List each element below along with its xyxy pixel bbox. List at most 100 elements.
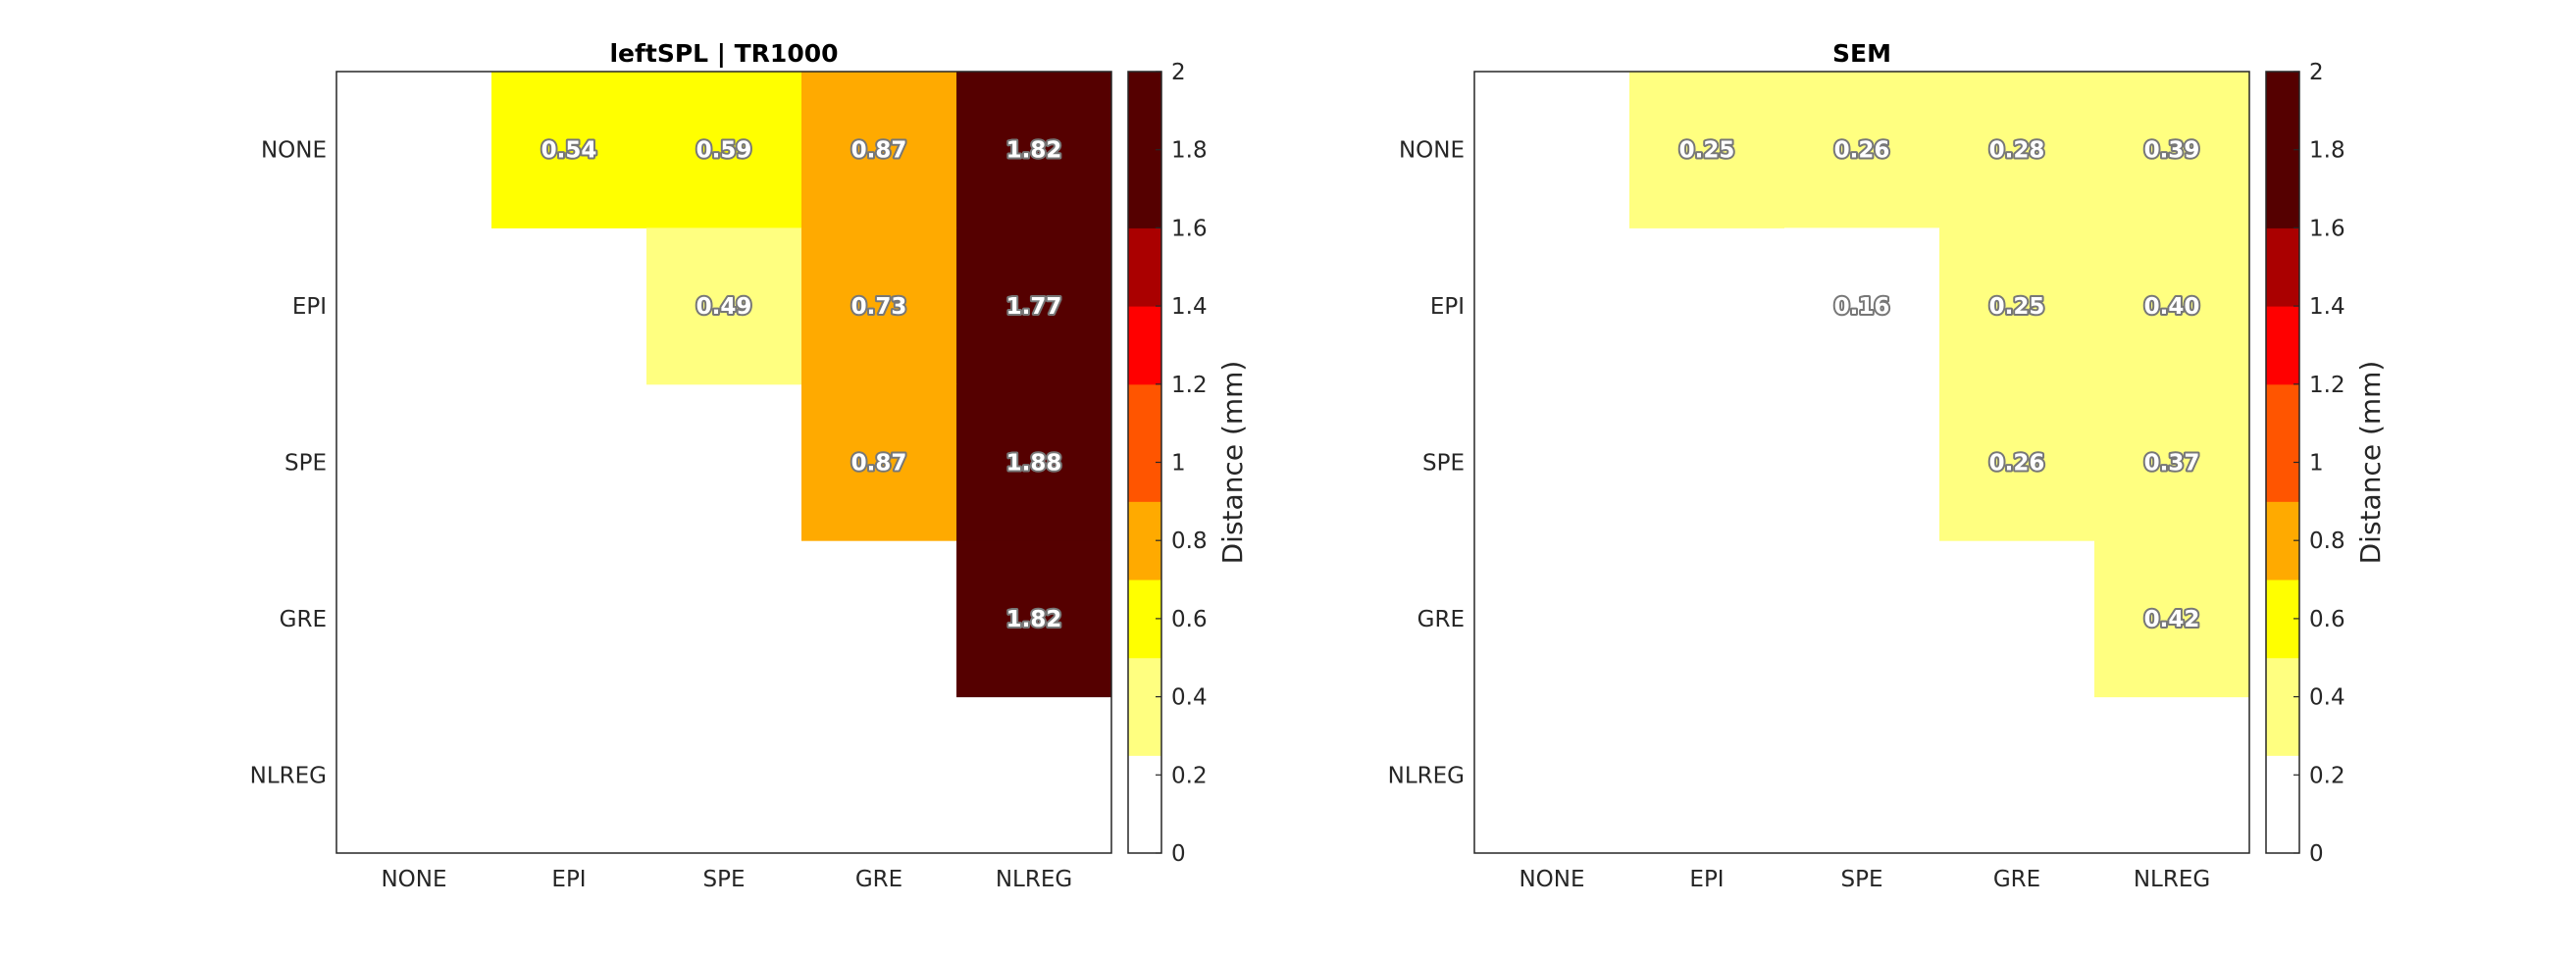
- colorbar-tick-label: 0.8: [1171, 529, 1208, 554]
- x-tick-label: EPI: [1689, 867, 1724, 892]
- y-tick-label: EPI: [1430, 294, 1465, 320]
- colorbar-tick-label: 0: [1171, 841, 1186, 867]
- y-tick-label: NLREG: [250, 763, 327, 788]
- cell-value-label: 0.25: [1679, 138, 1735, 164]
- colorbar-tick-label: 1.8: [2309, 138, 2345, 164]
- heatmap-cell: [1784, 227, 1940, 385]
- cell-value-label: 0.42: [2144, 607, 2200, 632]
- colorbar-segment: [2266, 227, 2299, 307]
- colorbar-tick-label: 1.6: [2309, 216, 2345, 241]
- heatmap-cell: [2094, 72, 2250, 228]
- colorbar-tick-label: 1.6: [1171, 216, 1208, 241]
- heatmap-cell: [801, 72, 957, 228]
- y-tick-label: NLREG: [1388, 763, 1465, 788]
- cell-value-label: 0.73: [851, 294, 907, 320]
- x-tick-label: GRE: [1993, 867, 2040, 892]
- colorbar-tick-label: 2: [2309, 60, 2324, 85]
- colorbar-tick-label: 1.4: [1171, 294, 1208, 320]
- colorbar-tick-label: 0.2: [2309, 763, 2345, 788]
- heatmap-cell: [956, 540, 1112, 698]
- chart-title: SEM: [1832, 39, 1891, 68]
- x-tick-label: GRE: [855, 867, 902, 892]
- cell-value-label: 0.26: [1834, 138, 1890, 164]
- colorbar-tick-label: 1.2: [1171, 373, 1208, 398]
- y-tick-label: GRE: [280, 607, 327, 632]
- colorbar-tick-label: 0.6: [1171, 607, 1208, 632]
- cell-value-label: 1.82: [1006, 138, 1062, 164]
- cell-value-label: 1.88: [1006, 451, 1062, 477]
- cell-value-label: 0.25: [1989, 294, 2045, 320]
- x-tick-label: SPE: [1840, 867, 1882, 892]
- heatmap-cell: [646, 227, 802, 385]
- colorbar-tick-label: 1.4: [2309, 294, 2345, 320]
- cell-value-label: 0.28: [1989, 138, 2045, 164]
- heatmap-cell: [2094, 383, 2250, 541]
- colorbar-segment: [2266, 383, 2299, 502]
- colorbar-segment: [1128, 657, 1161, 756]
- colorbar-tick-label: 0.8: [2309, 529, 2345, 554]
- colorbar-label: Distance (mm): [2354, 361, 2387, 565]
- y-tick-label: SPE: [1422, 451, 1465, 477]
- y-tick-label: EPI: [292, 294, 327, 320]
- x-tick-label: EPI: [551, 867, 586, 892]
- cell-value-label: 1.82: [1006, 607, 1062, 632]
- cell-value-label: 0.16: [1834, 294, 1890, 320]
- cell-value-label: 0.59: [696, 138, 752, 164]
- y-tick-label: GRE: [1417, 607, 1465, 632]
- colorbar-segment: [2266, 755, 2299, 854]
- colorbar-segment: [1128, 383, 1161, 502]
- colorbar-tick-label: 0.4: [1171, 685, 1208, 711]
- heatmap-cell: [956, 72, 1112, 228]
- colorbar-tick-label: 1: [1171, 451, 1186, 477]
- y-tick-label: NONE: [1399, 138, 1465, 164]
- colorbar-segment: [1128, 306, 1161, 385]
- y-tick-label: SPE: [284, 451, 327, 477]
- cell-value-label: 0.26: [1989, 451, 2045, 477]
- colorbar-tick-label: 0.4: [2309, 685, 2345, 711]
- heatmap-cell: [1629, 72, 1785, 228]
- heatmap-cell: [956, 383, 1112, 541]
- heatmap-cell: [1939, 227, 2095, 385]
- cell-value-label: 0.87: [851, 451, 907, 477]
- heatmap-cell: [801, 383, 957, 541]
- cell-value-label: 0.37: [2144, 451, 2200, 477]
- axes-frame: [335, 71, 1112, 854]
- cell-value-label: 0.39: [2144, 138, 2200, 164]
- colorbar-tick-label: 0: [2309, 841, 2324, 867]
- heatmap-cell: [2094, 540, 2250, 698]
- heatmap-cell: [646, 72, 802, 228]
- heatmap-cell: [1939, 383, 2095, 541]
- cell-value-label: 1.77: [1006, 294, 1062, 320]
- colorbar-segment: [2266, 657, 2299, 756]
- heatmap-cell: [801, 227, 957, 385]
- colorbar-tick-label: 0.2: [1171, 763, 1208, 788]
- axes-frame: [1473, 71, 2250, 854]
- heatmap-cell: [956, 227, 1112, 385]
- cell-value-label: 0.49: [696, 294, 752, 320]
- heatmap-cell: [1939, 72, 2095, 228]
- chart-title: leftSPL | TR1000: [609, 39, 838, 68]
- colorbar-tick-label: 2: [1171, 60, 1186, 85]
- colorbar-segment: [1128, 755, 1161, 854]
- colorbar-tick-label: 0.6: [2309, 607, 2345, 632]
- cell-value-label: 0.87: [851, 138, 907, 164]
- heatmap-cell: [491, 72, 647, 228]
- x-tick-label: NLREG: [2134, 867, 2210, 892]
- colorbar-tick-label: 1.8: [1171, 138, 1208, 164]
- cell-value-label: 0.40: [2144, 294, 2200, 320]
- colorbar-segment: [2266, 306, 2299, 385]
- colorbar-label: Distance (mm): [1216, 361, 1249, 565]
- x-tick-label: NLREG: [996, 867, 1072, 892]
- y-tick-label: NONE: [261, 138, 327, 164]
- x-tick-label: NONE: [381, 867, 446, 892]
- cell-value-label: 0.54: [541, 138, 597, 164]
- colorbar-tick-label: 1.2: [2309, 373, 2345, 398]
- colorbar-segment: [1128, 227, 1161, 307]
- heatmap-cell: [1784, 72, 1940, 228]
- x-tick-label: NONE: [1519, 867, 1584, 892]
- x-tick-label: SPE: [702, 867, 745, 892]
- heatmap-cell: [2094, 227, 2250, 385]
